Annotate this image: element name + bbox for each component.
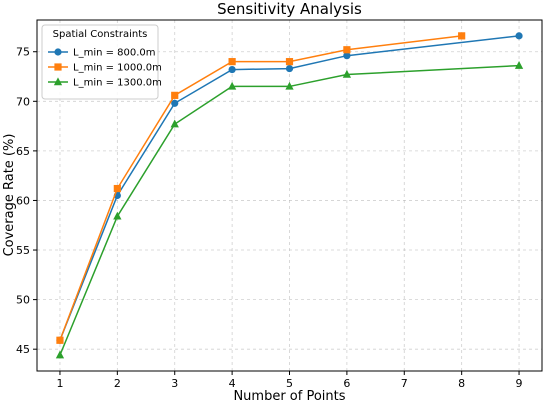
x-axis-label: Number of Points xyxy=(233,389,345,404)
data-point xyxy=(342,69,352,78)
data-point xyxy=(285,58,294,66)
data-point xyxy=(343,46,351,54)
data-point xyxy=(228,58,236,66)
x-tick-label: 7 xyxy=(401,377,408,390)
x-tick-label: 5 xyxy=(286,377,293,390)
legend-entry: L_min = 1000.0m xyxy=(48,63,162,74)
x-tick-label: 2 xyxy=(114,377,121,390)
data-point xyxy=(515,32,523,40)
legend-title: Spatial Constraints xyxy=(53,29,148,40)
legend-label: L_min = 800.0m xyxy=(73,48,156,59)
y-tick-label: 65 xyxy=(16,145,30,158)
legend-entry: L_min = 800.0m xyxy=(48,48,156,59)
legend-entries: L_min = 800.0m L_min = 1000.0m L_min = 130… xyxy=(48,48,162,89)
chart-title: Sensitivity Analysis xyxy=(217,0,362,18)
x-tick-label: 3 xyxy=(171,377,178,390)
x-tick-label: 4 xyxy=(229,377,236,390)
x-tick-label: 9 xyxy=(516,377,523,390)
data-point xyxy=(285,64,294,73)
x-tick-label: 6 xyxy=(343,377,350,390)
legend: Spatial Constraints L_min = 800.0mL_min … xyxy=(41,24,162,100)
data-point xyxy=(113,184,121,193)
data-point xyxy=(285,81,294,90)
series-2 xyxy=(56,32,466,344)
y-tick-label: 75 xyxy=(16,46,30,59)
legend-marker xyxy=(54,63,62,71)
y-tick-label: 70 xyxy=(16,95,30,108)
series-layer xyxy=(55,32,524,359)
x-tick-label: 1 xyxy=(56,377,63,390)
legend-marker xyxy=(54,48,62,56)
data-point xyxy=(171,91,179,99)
y-tick-label: 45 xyxy=(16,343,30,356)
legend-label: L_min = 1300.0m xyxy=(73,78,162,89)
data-point xyxy=(113,211,122,220)
legend-marker xyxy=(53,77,63,86)
series-3 xyxy=(55,61,524,359)
data-point xyxy=(343,52,351,60)
y-tick-label: 55 xyxy=(16,244,30,257)
data-point xyxy=(170,119,179,128)
legend-box xyxy=(41,24,159,100)
x-tick-label: 8 xyxy=(458,377,465,390)
data-point xyxy=(55,350,65,359)
data-point xyxy=(56,336,64,344)
data-point xyxy=(171,99,179,107)
data-point xyxy=(227,81,237,90)
data-point xyxy=(458,32,466,40)
y-tick-label: 50 xyxy=(16,294,30,307)
grid xyxy=(37,20,542,371)
y-axis-label: Coverage Rate (%) xyxy=(2,134,17,257)
y-tick-label: 60 xyxy=(16,194,30,207)
data-point xyxy=(514,61,524,69)
legend-entry: L_min = 1300.0m xyxy=(48,77,162,89)
legend-label: L_min = 1000.0m xyxy=(73,63,162,74)
data-point xyxy=(228,65,236,74)
